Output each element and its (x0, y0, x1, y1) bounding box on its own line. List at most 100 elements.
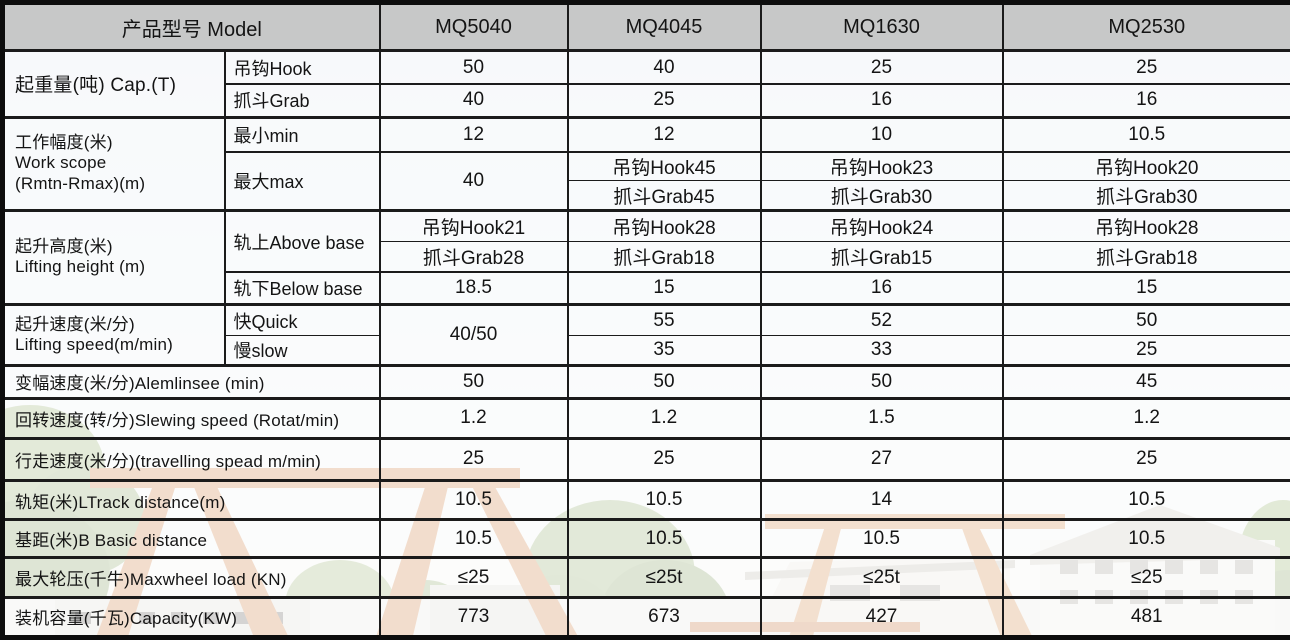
above-grab-mq4045: 抓斗Grab18 (566, 240, 762, 274)
lifting-height-label-cn: 起升高度(米) (15, 236, 113, 256)
table-row: 抓斗Grab 40 25 16 16 (3, 82, 1290, 119)
basic-mq4045: 10.5 (566, 518, 762, 559)
quick-mq1630: 52 (759, 303, 1004, 337)
capacity-hook-mq2530: 25 (1001, 49, 1290, 85)
work-scope-label-cn: 工作幅度(米) (15, 132, 113, 152)
travelling-mq4045: 25 (566, 436, 762, 482)
table-row: 抓斗Grab28 抓斗Grab18 抓斗Grab15 抓斗Grab18 (3, 240, 1290, 274)
slow-label: 慢slow (223, 335, 381, 367)
wheel-mq1630: ≤25t (759, 556, 1004, 599)
work-scope-label: 工作幅度(米) Work scope (Rmtn-Rmax)(m) (1, 115, 226, 212)
slewing-speed-label: 回转速度(转/分)Slewing speed (Rotat/min) (1, 396, 381, 440)
capacity-grab-mq2530: 16 (1001, 82, 1290, 119)
track-mq5040: 10.5 (378, 479, 569, 521)
work-scope-min-mq2530: 10.5 (1001, 115, 1290, 154)
travelling-speed-label: 行走速度(米/分)(travelling spead m/min) (1, 436, 381, 482)
below-base-mq1630: 16 (759, 271, 1004, 306)
quick-label: 快Quick (223, 303, 381, 337)
capacity-hook-label: 吊钩Hook (223, 49, 381, 85)
work-scope-max-label: 最大max (223, 151, 381, 212)
above-hook-mq4045: 吊钩Hook28 (566, 208, 762, 242)
slow-mq1630: 33 (759, 335, 1004, 367)
capacity-label: 起重量(吨) Cap.(T) (1, 49, 226, 119)
capacity-kw-mq4045: 673 (566, 595, 762, 639)
work-scope-max-grab-mq2530: 抓斗Grab30 (1001, 180, 1290, 212)
table-row: 起重量(吨) Cap.(T) 吊钩Hook 50 40 25 25 (1, 49, 1290, 119)
above-hook-mq1630: 吊钩Hook24 (759, 208, 1004, 242)
slewing-mq1630: 1.5 (759, 396, 1004, 440)
capacity-kw-mq5040: 773 (378, 595, 569, 639)
table-row: 起升速度(米/分) Lifting speed(m/min) 快Quick 40… (1, 303, 1290, 367)
table-row: 轨矩(米)LTrack distance(m) 10.5 10.5 14 10.… (1, 479, 1290, 521)
basic-mq5040: 10.5 (378, 518, 569, 559)
below-base-mq4045: 15 (566, 271, 762, 306)
table-row: 轨下Below base 18.5 15 16 15 (3, 271, 1290, 306)
track-mq4045: 10.5 (566, 479, 762, 521)
capacity-grab-mq5040: 40 (378, 82, 569, 119)
slewing-mq2530: 1.2 (1001, 396, 1290, 440)
capacity-hook-mq1630: 25 (759, 49, 1004, 85)
slewing-mq5040: 1.2 (378, 396, 569, 440)
luffing-mq2530: 45 (1001, 364, 1290, 400)
above-base-label: 轨上Above base (223, 208, 381, 274)
work-scope-max-grab-mq4045: 抓斗Grab45 (566, 180, 762, 212)
travelling-mq2530: 25 (1001, 436, 1290, 482)
track-distance-label: 轨矩(米)LTrack distance(m) (1, 479, 381, 521)
work-scope-label-range: (Rmtn-Rmax)(m) (15, 173, 146, 193)
work-scope-min-mq4045: 12 (566, 115, 762, 154)
work-scope-min-mq1630: 10 (759, 115, 1004, 154)
table-row: 抓斗Grab45 抓斗Grab30 抓斗Grab30 (3, 180, 1290, 212)
capacity-kw-mq2530: 481 (1001, 595, 1290, 639)
lifting-speed-label: 起升速度(米/分) Lifting speed(m/min) (1, 303, 226, 367)
track-mq2530: 10.5 (1001, 479, 1290, 521)
travelling-mq1630: 27 (759, 436, 1004, 482)
capacity-kw-mq1630: 427 (759, 595, 1004, 639)
table-row: 最大max 40 吊钩Hook45 吊钩Hook23 吊钩Hook20 (3, 151, 1290, 212)
model-header-mq1630: MQ1630 (759, 1, 1004, 53)
max-wheel-load-label: 最大轮压(千牛)Maxwheel load (KN) (1, 556, 381, 599)
work-scope-min-mq5040: 12 (378, 115, 569, 154)
quick-mq4045: 55 (566, 303, 762, 337)
table-row: 工作幅度(米) Work scope (Rmtn-Rmax)(m) 最小min … (1, 115, 1290, 212)
header-row: 产品型号 Model MQ5040 MQ4045 MQ1630 MQ2530 (1, 1, 1290, 53)
table-row: 行走速度(米/分)(travelling spead m/min) 25 25 … (1, 436, 1290, 482)
track-mq1630: 14 (759, 479, 1004, 521)
speed-mq5040: 40/50 (378, 303, 569, 367)
table-row: 回转速度(转/分)Slewing speed (Rotat/min) 1.2 1… (1, 396, 1290, 440)
luffing-mq1630: 50 (759, 364, 1004, 400)
work-scope-max-mq5040: 40 (378, 151, 569, 212)
above-grab-mq5040: 抓斗Grab28 (378, 240, 569, 274)
model-header-mq2530: MQ2530 (1001, 1, 1290, 53)
above-grab-mq2530: 抓斗Grab18 (1001, 240, 1290, 274)
below-base-mq5040: 18.5 (378, 271, 569, 306)
above-hook-mq5040: 吊钩Hook21 (378, 208, 569, 242)
below-base-mq2530: 15 (1001, 271, 1290, 306)
below-base-label: 轨下Below base (223, 271, 381, 306)
table-row: 慢slow 35 33 25 (3, 335, 1290, 367)
work-scope-max-hook-mq4045: 吊钩Hook45 (566, 151, 762, 182)
luffing-speed-label: 变幅速度(米/分)Alemlinsee (min) (1, 364, 381, 400)
work-scope-max-grab-mq1630: 抓斗Grab30 (759, 180, 1004, 212)
lifting-height-label-en: Lifting height (m) (15, 257, 146, 277)
table-row: 装机容量(千瓦)Capacity(KW) 773 673 427 481 (1, 595, 1290, 639)
wheel-mq5040: ≤25 (378, 556, 569, 599)
above-hook-mq2530: 吊钩Hook28 (1001, 208, 1290, 242)
work-scope-max-hook-mq2530: 吊钩Hook20 (1001, 151, 1290, 182)
table-row: 基距(米)B Basic distance 10.5 10.5 10.5 10.… (1, 518, 1290, 559)
work-scope-min-label: 最小min (223, 115, 381, 154)
table-row: 起升高度(米) Lifting height (m) 轨上Above base … (1, 208, 1290, 306)
luffing-mq5040: 50 (378, 364, 569, 400)
basic-distance-label: 基距(米)B Basic distance (1, 518, 381, 559)
table-row: 变幅速度(米/分)Alemlinsee (min) 50 50 50 45 (1, 364, 1290, 400)
model-header-mq5040: MQ5040 (378, 1, 569, 53)
capacity-hook-mq5040: 50 (378, 49, 569, 85)
capacity-hook-mq4045: 40 (566, 49, 762, 85)
capacity-grab-label: 抓斗Grab (223, 82, 381, 119)
basic-mq1630: 10.5 (759, 518, 1004, 559)
lifting-speed-label-cn: 起升速度(米/分) (15, 314, 135, 334)
work-scope-label-en: Work scope (15, 153, 107, 173)
basic-mq2530: 10.5 (1001, 518, 1290, 559)
lifting-height-label: 起升高度(米) Lifting height (m) (1, 208, 226, 306)
